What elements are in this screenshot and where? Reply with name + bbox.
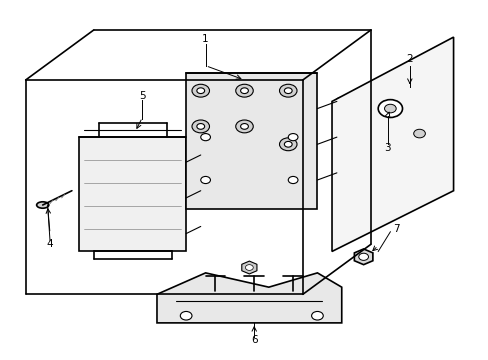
Circle shape [240, 123, 248, 129]
Text: 3: 3 [384, 143, 390, 153]
Circle shape [201, 176, 210, 184]
Circle shape [287, 176, 297, 184]
Text: 4: 4 [46, 239, 53, 249]
Circle shape [245, 265, 253, 270]
Circle shape [287, 134, 297, 141]
Text: 6: 6 [250, 335, 257, 345]
Bar [79, 137, 186, 251]
Circle shape [377, 100, 402, 117]
Circle shape [235, 84, 253, 97]
Circle shape [279, 84, 296, 97]
Polygon shape [331, 37, 453, 251]
Ellipse shape [37, 202, 49, 208]
Text: 1: 1 [202, 34, 208, 44]
Circle shape [413, 129, 425, 138]
Circle shape [358, 253, 368, 260]
Circle shape [235, 120, 253, 133]
Circle shape [192, 84, 209, 97]
Circle shape [279, 138, 296, 151]
Polygon shape [157, 273, 341, 323]
Bar [186, 73, 317, 208]
Text: 5: 5 [139, 91, 145, 101]
Text: 2: 2 [406, 54, 412, 64]
Circle shape [180, 311, 192, 320]
Circle shape [335, 97, 347, 106]
Circle shape [335, 168, 347, 177]
Circle shape [240, 88, 248, 94]
Circle shape [201, 134, 210, 141]
Circle shape [284, 141, 291, 147]
Circle shape [192, 120, 209, 133]
Circle shape [335, 133, 347, 141]
Circle shape [197, 123, 204, 129]
Text: 7: 7 [392, 224, 399, 234]
Circle shape [197, 88, 204, 94]
Circle shape [384, 104, 395, 113]
Circle shape [284, 88, 291, 94]
Circle shape [311, 311, 323, 320]
